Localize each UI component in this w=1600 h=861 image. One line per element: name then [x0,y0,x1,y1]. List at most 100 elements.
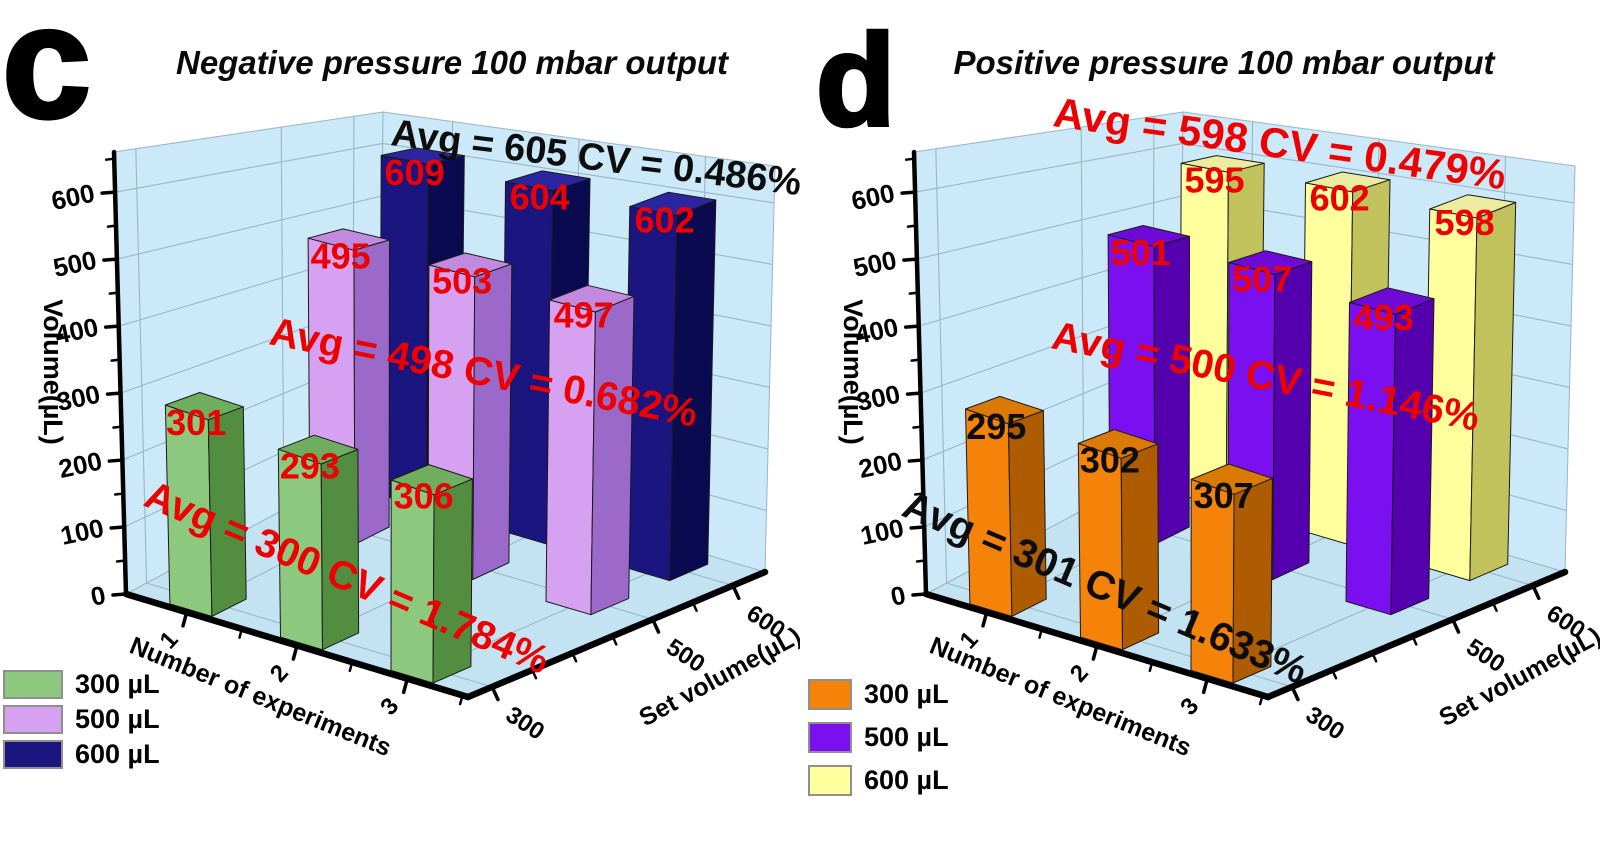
bar-front-face [1345,302,1396,616]
depth-axis-line [1264,568,1569,701]
bar-top-face [428,252,513,278]
legend-item-600: 600 µL [808,765,949,796]
bar-value-label: 307 [1194,475,1254,516]
bar-value-label: 295 [966,406,1026,447]
grid-left-h [916,195,1183,260]
depth-tick-label: 300 [1301,701,1349,745]
bar-top-face [1077,429,1159,459]
bar-300-exp1 [965,395,1047,617]
depth-minor-tick [1371,651,1378,663]
depth-minor-tick [691,601,698,612]
y-tick-label: 500 [850,245,899,283]
x-tick-label: 2 [265,659,294,687]
x-major-tick [1201,676,1210,695]
legend-label: 500 µL [75,704,160,734]
y-minor-tick [110,358,121,362]
grid-left-v [135,148,148,584]
y-tick-label: 600 [49,178,98,216]
bar-value-label: 503 [432,261,492,302]
bar-value-label: 495 [311,235,371,276]
y-major-tick [907,458,925,463]
y-minor-tick [106,224,118,228]
y-minor-tick [908,291,920,295]
bar-side-face [1153,235,1190,545]
legend-swatch-600 [3,740,63,769]
depth-tick-label: 300 [501,701,549,745]
legend-c: 300 µL 500 µL 600 µL [3,669,160,770]
bar-value-label: 301 [166,402,226,443]
bar-value-label: 602 [1310,178,1370,219]
bar-top-face [1349,287,1435,315]
bar-value-label: 602 [635,200,695,241]
y-major-tick [111,592,128,597]
legend-item-500: 500 µL [808,722,949,753]
legend-swatch-300 [3,670,63,699]
bar-side-face [1469,201,1517,582]
bar-top-face [505,170,591,192]
bar-600-exp3 [623,191,717,582]
depth-minor-tick [611,634,618,646]
bar-300-exp3 [1190,463,1273,684]
legend-label: 600 µL [75,739,160,769]
x-major-tick [1091,643,1099,661]
depth-minor-tick [530,668,538,680]
legend-label: 600 µL [864,765,949,795]
bar-side-face [353,239,390,545]
bar-value-label: 302 [1080,440,1140,481]
y-major-tick [109,525,126,530]
bar-value-label: 609 [385,152,445,193]
y-minor-tick [108,291,120,295]
y-tick-label: 0 [888,580,908,612]
bar-value-label: 507 [1232,258,1292,299]
bar-front-face [545,299,596,616]
y-minor-tick [906,224,918,228]
panel-d: d Positive pressure 100 mbar output 0 100… [800,0,1600,861]
y-tick-label: 200 [56,446,105,484]
legend-swatch-300 [808,679,852,710]
y-tick-label: 500 [50,245,99,283]
bar-300-exp2 [277,434,360,651]
bar-value-label: 598 [1435,202,1495,243]
x-major-tick [291,643,299,661]
depth-major-tick [1450,617,1461,634]
depth-axis-title: Set volume(µL) [1435,622,1600,732]
panel-title-c: Negative pressure 100 mbar output [175,44,729,81]
bar-top-face [629,191,717,217]
grid-left-h [114,142,384,193]
x-tick-label: 3 [375,693,404,721]
y-axis-title: Volume(µL) [38,299,68,445]
bar-value-labels: 595 602 598 501 507 493 295 302 307 [966,160,1494,516]
x-minor-tick [348,660,354,673]
grid-left-v [280,126,285,511]
depth-major-tick [650,617,661,634]
y-axis-title: Volume(µL) [838,299,868,445]
x-minor-tick [1148,660,1154,673]
y-major-tick [102,257,119,262]
bar-top-face [965,395,1044,425]
depth-major-tick [1531,583,1541,601]
bar-side-face [472,263,513,580]
y-tick-label: 200 [856,446,905,484]
bar-value-label: 306 [394,476,454,517]
legend-swatch-500 [808,722,852,753]
bar-top-face [307,228,390,251]
legend-d: 300 µL 500 µL 600 µL [808,679,949,796]
bar-500-exp3 [545,284,635,616]
y-tick-label: 600 [849,178,898,216]
legend-label: 500 µL [864,722,949,752]
x-minor-tick [238,627,244,639]
bar-top-face [277,434,359,465]
legend-swatch-500 [3,705,63,734]
grid-left-h [914,142,1184,193]
y-major-tick [903,324,921,329]
panel-c: c Negative pressure 100 mbar output 0 100… [0,0,800,770]
y-minor-tick [914,492,925,496]
y-major-tick [900,190,917,195]
depth-axis-line [464,568,769,701]
bar-value-label: 604 [510,177,570,218]
bar-top-face [1180,155,1265,173]
grid-left-h [116,195,383,260]
